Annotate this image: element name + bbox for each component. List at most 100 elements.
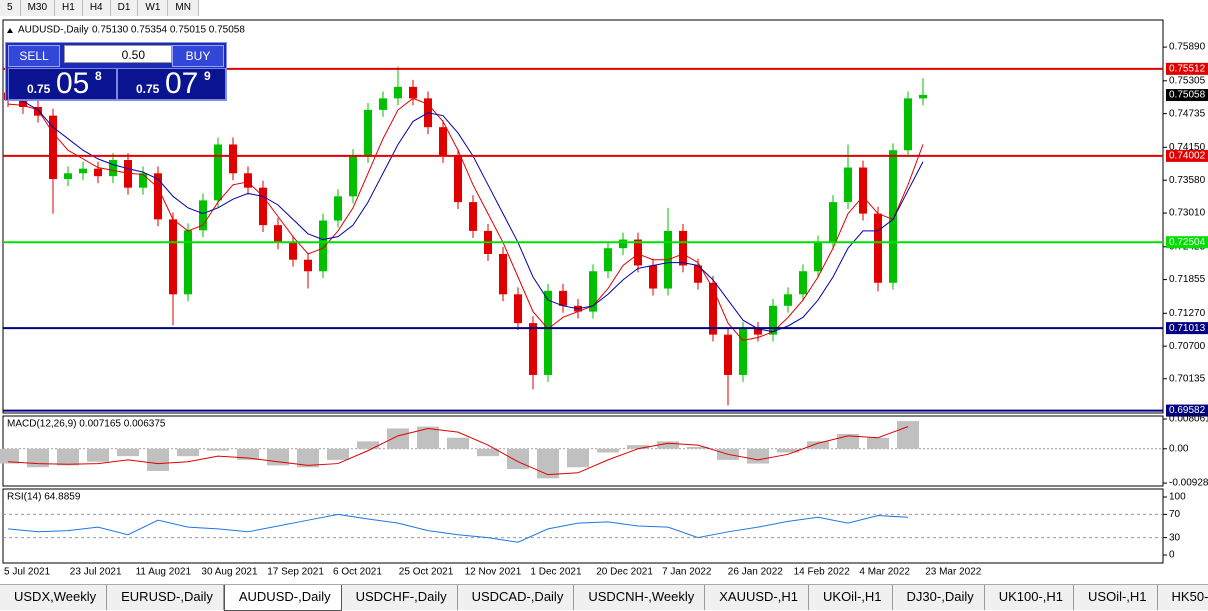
macd-bar [897,421,919,449]
macd-bar [237,448,259,460]
macd-bar [147,448,169,471]
chart-tab[interactable]: UKOil-,H1 [809,585,893,610]
timeframe-button[interactable]: 5 [0,0,21,16]
candle-body [199,200,207,231]
macd-bar [687,446,709,449]
buy-button[interactable]: BUY [172,45,224,67]
timeframe-button[interactable]: W1 [138,0,169,16]
sell-button[interactable]: SELL [8,45,60,67]
candle-body [649,265,657,289]
candle-body [64,173,72,180]
candle-body [529,323,537,375]
candle-body [349,155,357,197]
level-label-bg [1166,236,1208,249]
x-tick-label: 30 Aug 2021 [201,567,258,578]
x-tick-label: 26 Jan 2022 [728,567,783,578]
level-label: 0.71013 [1169,323,1206,334]
chart-tab[interactable]: USDCNH-,Weekly [574,585,706,610]
macd-bar [627,445,649,449]
macd-bar [327,448,349,460]
candle-body [334,196,342,221]
candle-body [124,160,132,188]
chart-tab[interactable]: USDCHF-,Daily [342,585,458,610]
chart-tab[interactable]: USOil-,H1 [1074,585,1158,610]
y-tick-label: 0.71270 [1169,308,1206,319]
candle-body [109,160,117,177]
candle-body [709,282,717,335]
macd-bar [297,448,319,468]
moving-average [7,97,924,333]
macd-title: MACD(12,26,9) 0.007165 0.006375 [7,419,166,430]
candle-body [139,173,147,188]
macd-bar [867,437,889,449]
chart-tab[interactable]: DJ30-,Daily [893,585,985,610]
collapse-icon[interactable] [7,28,13,33]
chart-tab[interactable]: USDX,Weekly [0,585,108,610]
candle-body [634,239,642,266]
macd-bar [87,448,109,462]
y-tick-label: 100 [1169,492,1186,503]
chart-tab[interactable]: UK100-,H1 [985,585,1075,610]
x-tick-label: 14 Feb 2022 [794,567,851,578]
ask-fraction: 9 [204,69,211,83]
candle-body [469,202,477,231]
candle-body [94,168,102,177]
y-tick-label: 0.71855 [1169,274,1206,285]
lot-input[interactable]: 0.50 [64,45,172,63]
candle-body [679,230,687,266]
macd-signal [7,426,909,476]
ask-pips: 07 [165,67,199,100]
candle-body [304,259,312,272]
candle-body [799,271,807,295]
chart-tab[interactable]: EURUSD-,Daily [107,585,224,610]
candle-body [874,213,882,283]
chart-tab[interactable]: HK50-,H1 [1158,585,1208,610]
chart-tab[interactable]: AUDUSD-,Daily [223,585,342,611]
chart-tab[interactable]: XAUUSD-,H1 [705,585,810,610]
x-tick-label: 23 Mar 2022 [925,567,982,578]
candle-body [844,167,852,203]
y-tick-label: 0.74150 [1169,142,1206,153]
macd-bar [537,448,559,479]
candle-body [319,220,327,272]
y-tick-label: 0.73580 [1169,175,1206,186]
candle-body [19,100,27,108]
timeframe-button[interactable]: H4 [83,0,111,16]
macd-bar [657,441,679,449]
level-label: 0.69582 [1169,405,1206,416]
level-label-bg [1166,322,1208,335]
candle-body [754,328,762,335]
timeframe-button[interactable]: MN [168,0,199,16]
chart-tab[interactable]: USDCAD-,Daily [458,585,575,610]
level-label-bg [1166,404,1208,417]
bid-pips: 05 [56,67,90,100]
ask-quote[interactable]: 0.75 07 9 [117,67,226,100]
timeframe-button[interactable]: M30 [21,0,56,16]
y-tick-label: 0.73010 [1169,208,1206,219]
candle-body [364,109,372,156]
ask-prefix: 0.75 [136,82,160,96]
candle-body [409,86,417,99]
level-label-bg [1166,149,1208,162]
candle-body [514,294,522,324]
bid-fraction: 8 [95,69,102,83]
y-tick-label: 0.70135 [1169,373,1206,384]
x-tick-label: 11 Aug 2021 [136,567,192,578]
macd-bar [0,448,19,464]
x-tick-label: 7 Jan 2022 [662,567,712,578]
candle-body [379,98,387,110]
macd-bar [357,441,379,449]
timeframe-button[interactable]: H1 [55,0,83,16]
candle-body [829,202,837,243]
bid-quote[interactable]: 0.75 05 8 [8,67,117,100]
candle-body [259,187,267,226]
candle-body [454,155,462,203]
timeframe-button[interactable]: D1 [111,0,139,16]
candle-body [34,107,42,116]
candle-body [739,328,747,375]
candle-body [499,253,507,295]
macd-bar [747,448,769,464]
candle-body [169,219,177,295]
